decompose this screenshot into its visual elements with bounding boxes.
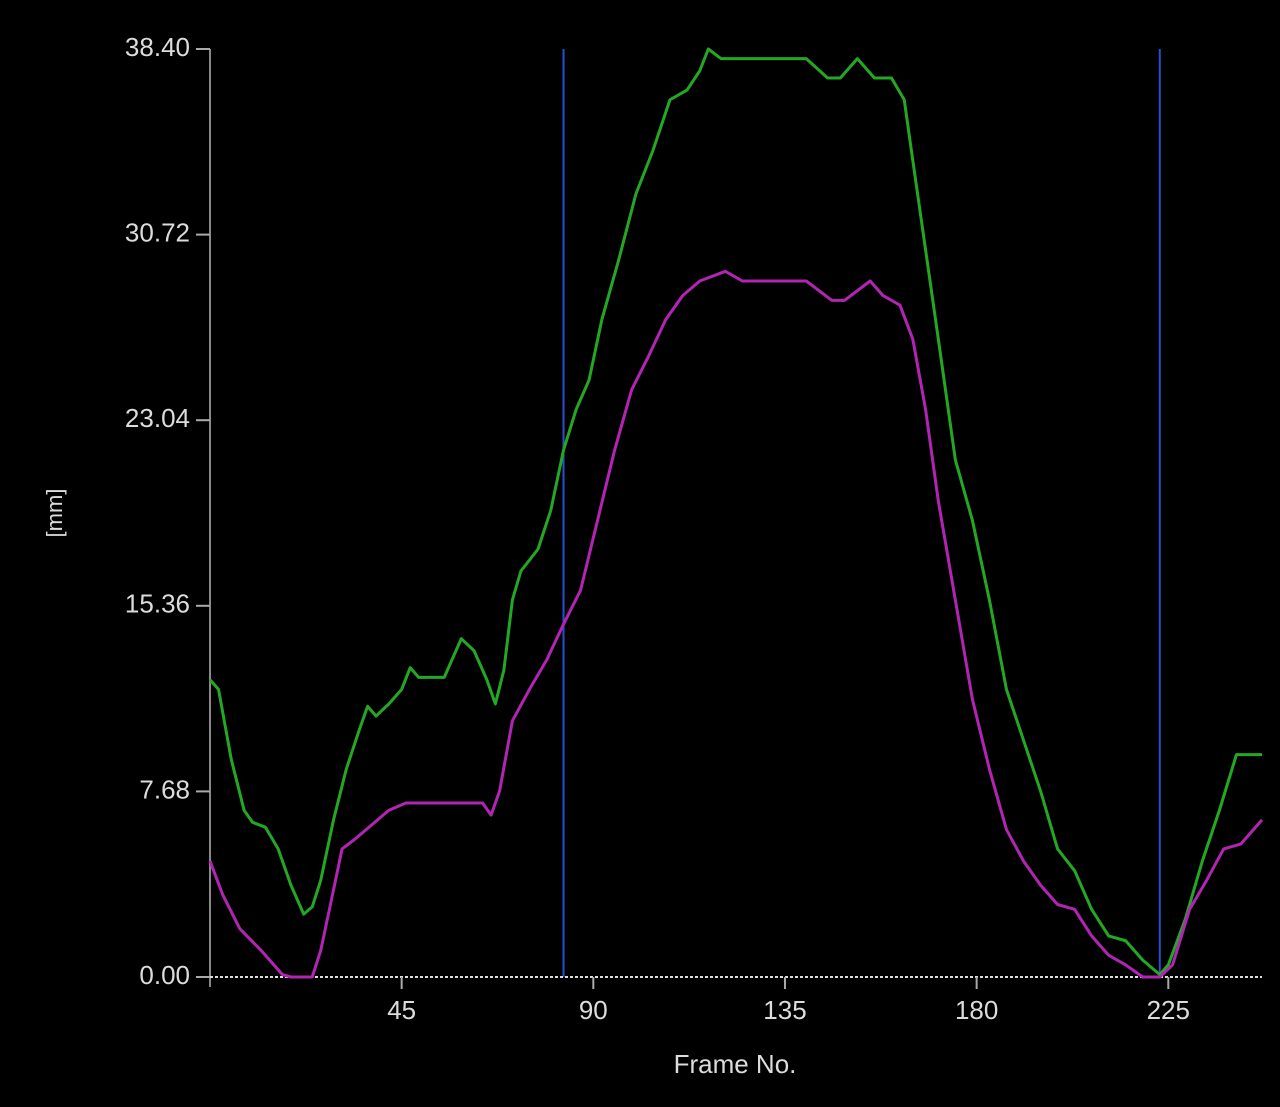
x-tick-label: 135 [763,995,806,1025]
y-axis-label: [mm] [42,489,67,538]
x-tick-label: 225 [1147,995,1190,1025]
x-tick-label: 180 [955,995,998,1025]
y-tick-label: 7.68 [139,774,190,804]
x-tick-label: 90 [579,995,608,1025]
x-tick-label: 45 [387,995,416,1025]
x-axis-label: Frame No. [674,1049,797,1079]
y-tick-label: 30.72 [125,217,190,247]
data-line [208,47,1262,977]
y-tick-label: 0.00 [139,960,190,990]
data-line [208,269,1264,979]
y-tick-label: 15.36 [125,589,190,619]
y-tick-label: 38.40 [125,32,190,62]
y-tick-label: 23.04 [125,403,190,433]
